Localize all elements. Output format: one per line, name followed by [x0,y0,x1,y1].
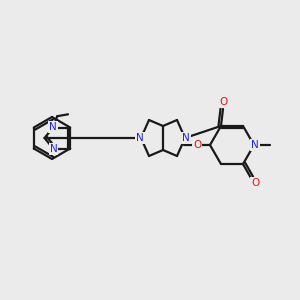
Text: N: N [49,122,57,132]
Text: N: N [136,133,144,143]
Text: O: O [193,140,201,150]
Text: O: O [251,178,259,188]
Text: N: N [251,140,259,150]
Text: N: N [182,133,190,143]
Text: N: N [50,144,58,154]
Text: O: O [220,97,228,107]
